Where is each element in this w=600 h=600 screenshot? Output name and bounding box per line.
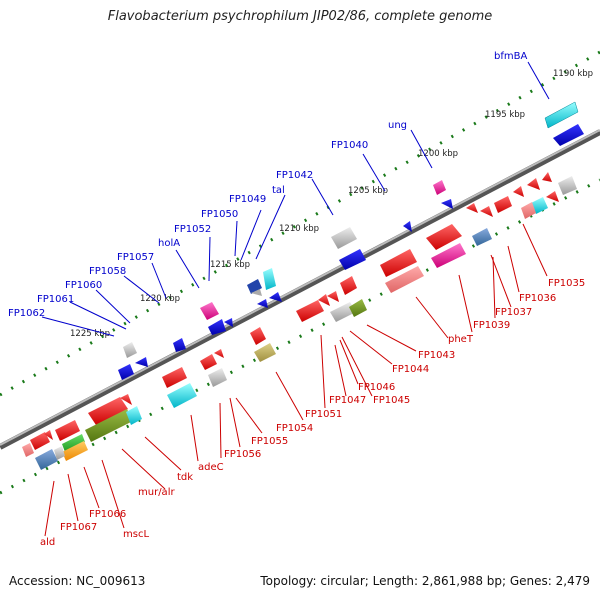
genome-backbone-highlight: [0, 129, 600, 446]
label-pheT: pheT: [448, 334, 474, 345]
label-FP1046: FP1046: [358, 382, 395, 393]
gene-ald: [22, 443, 34, 457]
label-ald: ald: [40, 537, 55, 548]
gene-FP1062: [123, 342, 137, 358]
label-FP1060: FP1060: [65, 280, 102, 291]
label-FP1044: FP1044: [392, 364, 429, 375]
label-FP1050: FP1050: [201, 209, 238, 220]
label-FP1067: FP1067: [60, 522, 97, 533]
gene-FP1067: [62, 441, 88, 461]
label-FP1042: FP1042: [276, 170, 313, 181]
tick-1220: 1220 kbp: [140, 294, 180, 304]
inner-tick-track: [0, 178, 600, 495]
gene-FP1043: [380, 249, 417, 277]
map-title: Flavobacterium psychrophilum JIP02/86, c…: [107, 9, 493, 24]
label-FP1056: FP1056: [224, 449, 261, 460]
tick-1210: 1210 kbp: [279, 224, 319, 234]
label-FP1047: FP1047: [329, 395, 366, 406]
label-FP1036: FP1036: [519, 293, 556, 304]
upper-leader-lines: [41, 61, 550, 337]
gene-ung: [433, 180, 446, 195]
lower-leader-lines: [44, 223, 548, 537]
genome-backbone: [0, 129, 600, 450]
gene-FP1045: [296, 300, 324, 322]
gene-tdk: [162, 367, 187, 388]
label-FP1052: FP1052: [174, 224, 211, 235]
gene-FP1047: [349, 299, 367, 317]
gene-FP1040: [331, 227, 357, 249]
accession-text: Accession: NC_009613: [9, 574, 146, 588]
gene-FP1039: [472, 228, 492, 246]
gene-FP1051: [250, 327, 266, 345]
label-holA: holA: [158, 238, 180, 249]
gene-tal: [263, 268, 276, 290]
gene-pheT: [431, 243, 466, 268]
label-FP1062: FP1062: [8, 308, 45, 319]
label-FP1066: FP1066: [89, 509, 126, 520]
gene-FP1052: [200, 302, 219, 320]
gene-mur-alr: [88, 397, 128, 425]
tick-1215: 1215 kbp: [210, 260, 250, 270]
gene-pheT-upper: [426, 224, 462, 250]
label-mscL: mscL: [123, 529, 149, 540]
gene-FP1044: [340, 276, 357, 295]
label-FP1058: FP1058: [89, 266, 126, 277]
gene-FP1066: [55, 420, 80, 441]
label-ung: ung: [388, 120, 407, 131]
genome-summary-text: Topology: circular; Length: 2,861,988 bp…: [260, 574, 590, 588]
label-FP1045: FP1045: [373, 395, 410, 406]
label-adeC: adeC: [198, 462, 224, 473]
tick-1200: 1200 kbp: [418, 149, 458, 159]
tick-1190: 1190 kbp: [553, 69, 593, 79]
label-mur-alr: mur/alr: [138, 487, 175, 498]
gene-FP1056: [200, 354, 217, 370]
gene-FP1054: [254, 343, 276, 362]
label-FP1049: FP1049: [229, 194, 266, 205]
label-FP1043: FP1043: [418, 350, 455, 361]
label-FP1054: FP1054: [276, 423, 313, 434]
gene-FP1055: [208, 368, 227, 387]
gene-bfmBA: [544, 101, 579, 129]
label-bfmBA: bfmBA: [494, 51, 527, 62]
forward-strand-genes: [118, 101, 584, 380]
label-FP1055: FP1055: [251, 436, 288, 447]
label-FP1035: FP1035: [548, 278, 585, 289]
label-FP1057: FP1057: [117, 252, 154, 263]
label-FP1040: FP1040: [331, 140, 368, 151]
gene-adeC: [167, 383, 197, 408]
label-FP1051: FP1051: [305, 409, 342, 420]
label-tdk: tdk: [177, 472, 193, 483]
tick-1195: 1195 kbp: [485, 110, 525, 120]
label-FP1039: FP1039: [473, 320, 510, 331]
label-FP1037: FP1037: [495, 307, 532, 318]
label-tal: tal: [272, 185, 285, 196]
gene-mscL: [30, 432, 50, 450]
label-FP1061: FP1061: [37, 294, 74, 305]
tick-1205: 1205 kbp: [348, 186, 388, 196]
tick-1225: 1225 kbp: [70, 329, 110, 339]
reverse-strand-genes: [22, 172, 577, 470]
